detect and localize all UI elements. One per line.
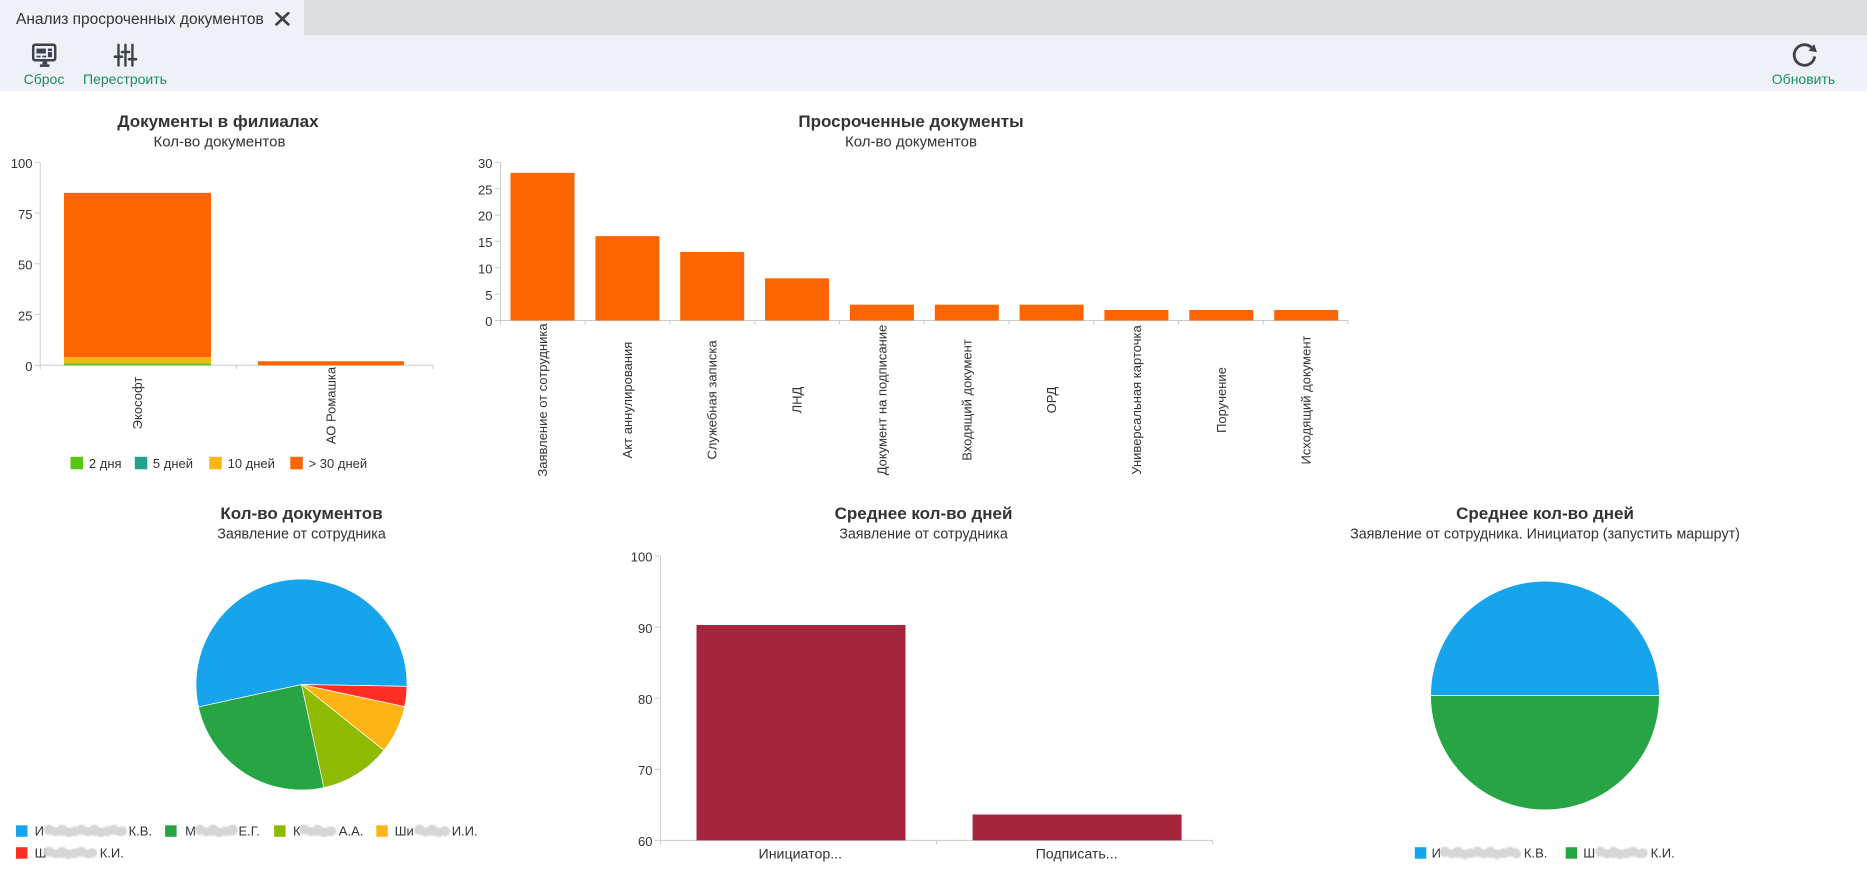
- svg-text:Кол-во документов: Кол-во документов: [845, 134, 977, 151]
- svg-text:Просроченные документы: Просроченные документы: [798, 112, 1023, 131]
- svg-text:100: 100: [631, 550, 653, 565]
- svg-text:5 дней: 5 дней: [153, 456, 193, 471]
- svg-text:Поручение: Поручение: [1214, 367, 1229, 433]
- svg-text:К: К: [293, 824, 301, 839]
- svg-text:К.И.: К.И.: [100, 846, 124, 861]
- svg-text:Документ на подписание: Документ на подписание: [874, 325, 889, 476]
- svg-text:Универсальная карточка: Универсальная карточка: [1129, 325, 1144, 475]
- svg-text:25: 25: [478, 182, 492, 197]
- svg-text:0: 0: [25, 359, 32, 374]
- svg-text:50: 50: [18, 258, 32, 273]
- svg-text:И: И: [1432, 846, 1441, 861]
- svg-text:10 дней: 10 дней: [228, 456, 275, 471]
- svg-text:Среднее кол-во дней: Среднее кол-во дней: [1456, 504, 1634, 523]
- svg-text:5: 5: [485, 288, 492, 303]
- svg-text:И: И: [35, 824, 44, 839]
- svg-text:М: М: [185, 824, 196, 839]
- svg-text:Кол-во документов: Кол-во документов: [220, 504, 382, 523]
- svg-text:Среднее кол-во дней: Среднее кол-во дней: [835, 504, 1013, 523]
- svg-text:Подписать...: Подписать...: [1036, 846, 1118, 862]
- svg-text:Е.Г.: Е.Г.: [239, 824, 260, 839]
- svg-text:А.А.: А.А.: [339, 824, 364, 839]
- svg-text:К.В.: К.В.: [129, 824, 152, 839]
- svg-text:ОРД: ОРД: [1044, 386, 1059, 413]
- svg-text:Кол-во документов: Кол-во документов: [154, 134, 286, 151]
- svg-text:ЛНД: ЛНД: [790, 386, 805, 413]
- svg-text:Документы в филиалах: Документы в филиалах: [117, 112, 319, 131]
- svg-text:Исходящий документ: Исходящий документ: [1299, 336, 1314, 465]
- svg-text:30: 30: [478, 156, 492, 171]
- svg-text:0: 0: [485, 314, 492, 329]
- svg-text:Ш: Ш: [35, 846, 47, 861]
- svg-text:И.И.: И.И.: [452, 824, 478, 839]
- svg-text:К.В.: К.В.: [1524, 846, 1547, 861]
- svg-text:Ши: Ши: [395, 824, 414, 839]
- svg-text:К.И.: К.И.: [1651, 846, 1675, 861]
- svg-text:Служебная записка: Служебная записка: [705, 340, 720, 460]
- svg-text:80: 80: [638, 692, 652, 707]
- svg-text:Заявление от сотрудника: Заявление от сотрудника: [839, 527, 1008, 543]
- svg-text:Заявление от сотрудника: Заявление от сотрудника: [217, 527, 386, 543]
- svg-text:Заявление от сотрудника: Заявление от сотрудника: [535, 323, 550, 477]
- svg-text:75: 75: [18, 207, 32, 222]
- svg-text:100: 100: [11, 156, 33, 171]
- svg-text:Заявление от сотрудника. Иници: Заявление от сотрудника. Инициатор (запу…: [1350, 527, 1740, 543]
- svg-text:70: 70: [638, 763, 652, 778]
- svg-text:2 дня: 2 дня: [89, 456, 122, 471]
- svg-text:Экософт: Экософт: [130, 377, 145, 430]
- svg-text:АО Ромашка: АО Ромашка: [324, 366, 339, 444]
- svg-text:25: 25: [18, 308, 32, 323]
- svg-text:Ш: Ш: [1583, 846, 1595, 861]
- svg-text:15: 15: [478, 235, 492, 250]
- svg-text:Акт аннулирования: Акт аннулирования: [620, 342, 635, 459]
- svg-text:10: 10: [478, 261, 492, 276]
- svg-text:Входящий документ: Входящий документ: [959, 339, 974, 461]
- svg-text:90: 90: [638, 621, 652, 636]
- svg-text:20: 20: [478, 209, 492, 224]
- svg-text:Инициатор...: Инициатор...: [759, 846, 843, 862]
- svg-text:> 30 дней: > 30 дней: [309, 456, 368, 471]
- svg-text:60: 60: [638, 834, 652, 849]
